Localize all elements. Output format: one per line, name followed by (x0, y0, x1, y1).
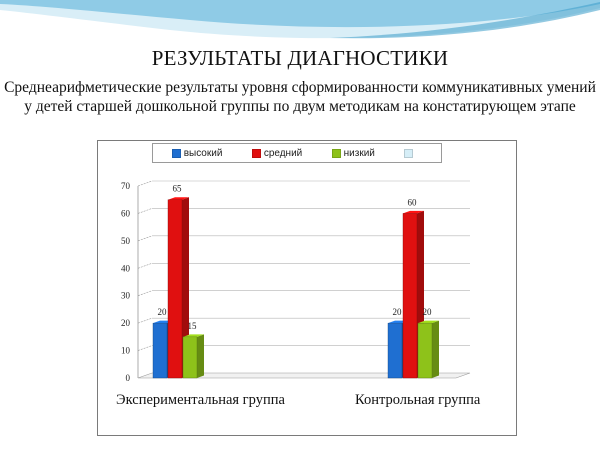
bar-high (152, 322, 168, 379)
gridline-diag (137, 180, 153, 187)
legend-item-empty (404, 148, 422, 158)
legend-label-low: низкий (343, 147, 375, 159)
gridline-diag (137, 208, 153, 214)
y-tick-label: 40 (121, 263, 131, 273)
bar-side-low (197, 334, 204, 378)
data-label: 20 (393, 307, 403, 317)
legend-swatch-high (171, 148, 181, 158)
legend-swatch-medium (251, 148, 261, 158)
bar-side-medium (182, 197, 189, 378)
slide-subtitle: Среднеарифметические результаты уровня с… (4, 79, 596, 115)
data-label: 60 (408, 197, 418, 207)
gridline-diag (137, 345, 153, 351)
gridline-diag (137, 290, 153, 296)
gridline-diag (137, 263, 153, 269)
slide-title: РЕЗУЛЬТАТЫ ДИАГНОСТИКИ (151, 46, 449, 70)
bar-top-medium (168, 197, 189, 200)
data-label: 15 (188, 321, 198, 331)
bar-side-low (432, 320, 439, 378)
legend-swatch-empty (404, 148, 414, 158)
bar-top-low (418, 320, 439, 324)
legend-item-medium: средний (251, 147, 303, 159)
y-tick-label: 0 (126, 373, 131, 383)
bar-top-medium (403, 210, 424, 214)
chart-legend: высокий средний низкий (152, 143, 442, 163)
bar-high (387, 322, 403, 379)
chart-floor (137, 372, 471, 379)
y-tick-label: 50 (121, 236, 131, 246)
bar-top-low (183, 334, 204, 337)
bar-medium (167, 199, 183, 379)
data-label: 65 (173, 184, 183, 194)
legend-swatch-low (331, 148, 341, 158)
gridline-diag (137, 235, 153, 242)
y-tick-label: 30 (121, 291, 131, 301)
header-wave-decoration (0, 0, 600, 39)
y-tick-label: 70 (121, 181, 131, 191)
y-tick-label: 60 (121, 208, 131, 218)
y-tick-label: 10 (121, 346, 131, 356)
legend-item-high: высокий (171, 147, 223, 159)
bar-low (182, 336, 198, 379)
data-label: 20 (423, 307, 433, 317)
gridline-diag (137, 317, 153, 324)
legend-label-medium: средний (263, 147, 303, 159)
bar-low (417, 322, 433, 379)
category-label-experimental: Экспериментальная группа (116, 392, 285, 408)
legend-item-low: низкий (331, 147, 375, 159)
data-label: 20 (158, 307, 168, 317)
y-tick-label: 20 (121, 318, 131, 328)
bar-medium (402, 213, 418, 379)
chart-frame (97, 140, 517, 436)
category-label-control: Контрольная группа (355, 392, 481, 408)
legend-label-high: высокий (183, 147, 223, 159)
